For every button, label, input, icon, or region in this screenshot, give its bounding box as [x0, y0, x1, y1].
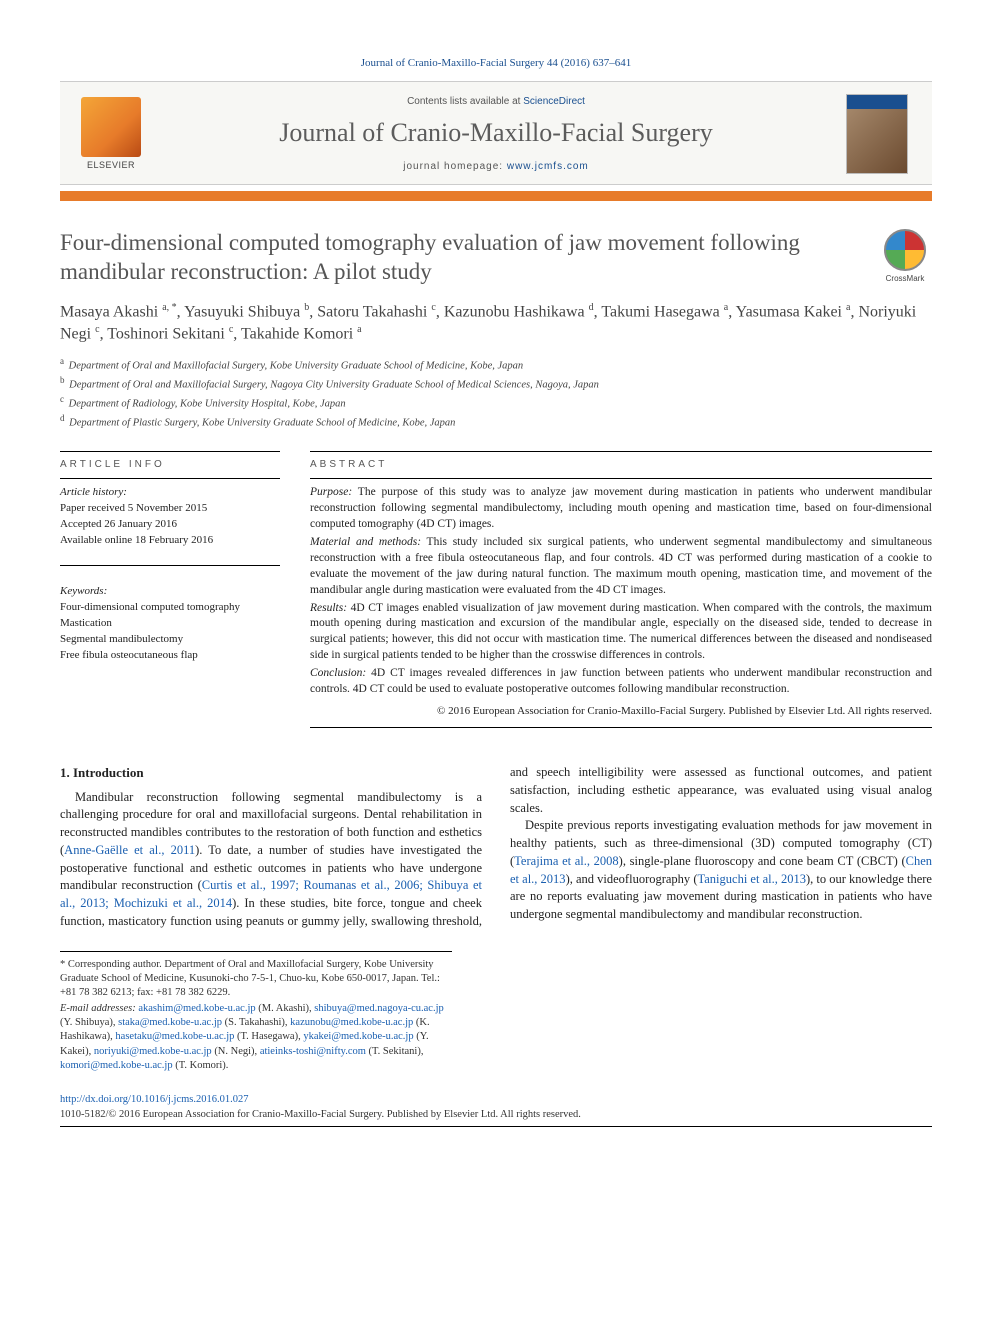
- intro-heading: 1. Introduction: [60, 764, 482, 782]
- email-person: (T. Sekitani),: [366, 1046, 424, 1057]
- abstract-paragraph: Purpose: The purpose of this study was t…: [310, 485, 932, 533]
- abstract-paragraph: Results: 4D CT images enabled visualizat…: [310, 601, 932, 664]
- keyword: Free fibula osteocutaneous flap: [60, 648, 280, 664]
- elsevier-tree-icon: [81, 97, 141, 157]
- doi-line: http://dx.doi.org/10.1016/j.jcms.2016.01…: [60, 1093, 932, 1108]
- abstract-body: Purpose: The purpose of this study was t…: [310, 485, 932, 697]
- email-person: (N. Negi),: [212, 1046, 260, 1057]
- abstract-text: The purpose of this study was to analyze…: [310, 486, 932, 530]
- doi-link[interactable]: http://dx.doi.org/10.1016/j.jcms.2016.01…: [60, 1094, 249, 1105]
- email-link[interactable]: akashim@med.kobe-u.ac.jp: [138, 1003, 255, 1014]
- journal-banner: ELSEVIER Contents lists available at Sci…: [60, 81, 932, 185]
- authors-list: Masaya Akashi a, *, Yasuyuki Shibuya b, …: [60, 301, 932, 345]
- keywords-block: Keywords: Four-dimensional computed tomo…: [60, 584, 280, 664]
- homepage-link[interactable]: www.jcmfs.com: [507, 161, 589, 172]
- email-link[interactable]: staka@med.kobe-u.ac.jp: [118, 1017, 222, 1028]
- article-title: Four-dimensional computed tomography eva…: [60, 229, 862, 287]
- article-history: Article history: Paper received 5 Novemb…: [60, 485, 280, 549]
- email-link[interactable]: shibuya@med.nagoya-cu.ac.jp: [314, 1003, 444, 1014]
- p2-text-c: ), and videofluorography (: [566, 872, 698, 886]
- corresponding-author-note: * Corresponding author. Department of Or…: [60, 958, 452, 1001]
- publisher-logo-block: ELSEVIER: [76, 97, 146, 172]
- abstract-paragraph: Material and methods: This study include…: [310, 535, 932, 598]
- body-text: 1. Introduction Mandibular reconstructio…: [60, 764, 932, 930]
- ref-anne-gaelle-2011[interactable]: Anne-Gaëlle et al., 2011: [64, 843, 195, 857]
- history-line: Available online 18 February 2016: [60, 533, 280, 549]
- ref-terajima-2008[interactable]: Terajima et al., 2008: [514, 854, 619, 868]
- publisher-name: ELSEVIER: [76, 159, 146, 172]
- homepage-line: journal homepage: www.jcmfs.com: [162, 160, 830, 174]
- article-info-col: ARTICLE INFO Article history: Paper rece…: [60, 451, 280, 734]
- affiliations: a Department of Oral and Maxillofacial S…: [60, 355, 932, 432]
- email-person: (M. Akashi),: [256, 1003, 315, 1014]
- email-person: (S. Takahashi),: [222, 1017, 290, 1028]
- keyword: Segmental mandibulectomy: [60, 632, 280, 648]
- crossmark-label: CrossMark: [886, 274, 925, 283]
- contents-prefix: Contents lists available at: [407, 96, 523, 107]
- abstract-paragraph: Conclusion: 4D CT images revealed differ…: [310, 666, 932, 698]
- abstract-lead: Purpose:: [310, 486, 352, 498]
- email-link[interactable]: atieinks-toshi@nifty.com: [260, 1046, 366, 1057]
- journal-name: Journal of Cranio-Maxillo-Facial Surgery: [162, 115, 830, 151]
- keyword: Four-dimensional computed tomography: [60, 600, 280, 616]
- abstract-copyright: © 2016 European Association for Cranio-M…: [310, 704, 932, 719]
- abstract-col: ABSTRACT Purpose: The purpose of this st…: [310, 451, 932, 734]
- email-person: (T. Komori).: [173, 1060, 229, 1071]
- affiliation: c Department of Radiology, Kobe Universi…: [60, 393, 932, 412]
- affiliation: a Department of Oral and Maxillofacial S…: [60, 355, 932, 374]
- email-addresses: E-mail addresses: akashim@med.kobe-u.ac.…: [60, 1002, 452, 1073]
- journal-cover-thumb: [846, 94, 908, 174]
- email-link[interactable]: hasetaku@med.kobe-u.ac.jp: [115, 1031, 234, 1042]
- affiliation: d Department of Plastic Surgery, Kobe Un…: [60, 412, 932, 431]
- history-line: Paper received 5 November 2015: [60, 501, 280, 517]
- abstract-lead: Results:: [310, 602, 347, 614]
- abstract-lead: Material and methods:: [310, 536, 421, 548]
- email-link[interactable]: ykakei@med.kobe-u.ac.jp: [303, 1031, 413, 1042]
- affiliation: b Department of Oral and Maxillofacial S…: [60, 374, 932, 393]
- homepage-prefix: journal homepage:: [403, 161, 507, 172]
- email-link[interactable]: kazunobu@med.kobe-u.ac.jp: [290, 1017, 413, 1028]
- intro-para-2: Despite previous reports investigating e…: [510, 817, 932, 924]
- p2-text-b: ), single-plane fluoroscopy and cone bea…: [619, 854, 906, 868]
- email-link[interactable]: noriyuki@med.kobe-u.ac.jp: [94, 1046, 212, 1057]
- abstract-text: 4D CT images revealed differences in jaw…: [310, 667, 932, 695]
- keyword: Mastication: [60, 616, 280, 632]
- email-label: E-mail addresses:: [60, 1003, 138, 1014]
- abstract-text: 4D CT images enabled visualization of ja…: [310, 602, 932, 662]
- abstract-lead: Conclusion:: [310, 667, 366, 679]
- crossmark-icon: [884, 229, 926, 271]
- email-person: (T. Hasegawa),: [234, 1031, 303, 1042]
- issn-copyright-line: 1010-5182/© 2016 European Association fo…: [60, 1108, 932, 1128]
- article-info-label: ARTICLE INFO: [60, 458, 280, 472]
- history-line: Accepted 26 January 2016: [60, 517, 280, 533]
- citation: Journal of Cranio-Maxillo-Facial Surgery…: [60, 56, 932, 71]
- email-person: (Y. Shibuya),: [60, 1017, 118, 1028]
- orange-divider: [60, 191, 932, 201]
- keywords-heading: Keywords:: [60, 584, 280, 600]
- crossmark-badge[interactable]: CrossMark: [878, 229, 932, 284]
- abstract-label: ABSTRACT: [310, 458, 932, 472]
- sciencedirect-link[interactable]: ScienceDirect: [523, 96, 585, 107]
- email-link[interactable]: komori@med.kobe-u.ac.jp: [60, 1060, 173, 1071]
- contents-line: Contents lists available at ScienceDirec…: [162, 95, 830, 109]
- ref-taniguchi-2013[interactable]: Taniguchi et al., 2013: [697, 872, 805, 886]
- footnotes: * Corresponding author. Department of Or…: [60, 951, 452, 1073]
- history-heading: Article history:: [60, 485, 280, 501]
